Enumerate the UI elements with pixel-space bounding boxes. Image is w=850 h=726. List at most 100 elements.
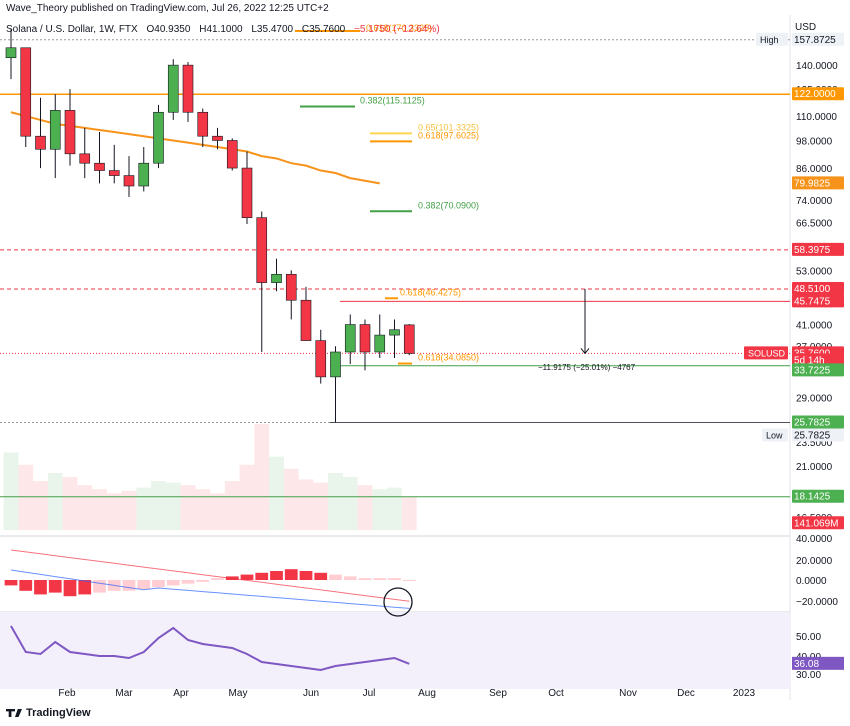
candle-body[interactable]	[241, 167, 253, 218]
price-tag	[792, 32, 844, 46]
price-axis-label: 23.5000	[796, 438, 833, 449]
macd-histogram-bar	[4, 580, 18, 586]
time-axis-label: Feb	[58, 688, 76, 699]
time-axis-label: Mar	[115, 688, 133, 699]
rsi-axis-label: 30.00	[796, 670, 821, 681]
volume-bar	[106, 493, 122, 530]
macd-line	[10, 569, 410, 609]
volume-bar	[239, 464, 255, 530]
macd-axis-label: 20.0000	[796, 556, 833, 567]
volume-bar	[357, 485, 373, 530]
time-axis-label: 2023	[733, 688, 756, 699]
candle-body[interactable]	[389, 329, 400, 336]
volume-bar	[62, 476, 78, 530]
price-tag	[792, 363, 844, 377]
price-tag-label-bg	[756, 32, 788, 46]
candle-body[interactable]	[197, 111, 209, 137]
volume-bar	[195, 489, 211, 530]
rsi-line	[10, 625, 410, 672]
tradingview-footer[interactable]: TradingView	[6, 707, 91, 719]
macd-histogram-bar	[284, 569, 298, 580]
volume-bar	[387, 487, 402, 530]
price-tag-value: 33.7225	[794, 365, 831, 376]
volume-bar	[47, 472, 63, 530]
time-axis-label: Sep	[489, 688, 507, 699]
candle-body[interactable]	[374, 334, 386, 353]
candle-body[interactable]	[315, 340, 327, 378]
price-tag	[792, 176, 844, 190]
volume-bar	[224, 481, 240, 530]
macd-histogram-bar	[343, 576, 357, 580]
candle-body[interactable]	[359, 324, 371, 353]
price-tag	[792, 242, 844, 256]
macd-histogram-bar	[19, 580, 33, 591]
measure-label: −11.9175 (−25.01%) −4767	[538, 363, 636, 372]
price-tag-value: 122.0000	[794, 89, 836, 100]
rsi-value-tag	[792, 656, 844, 670]
candle-body[interactable]	[330, 351, 341, 378]
candle-body[interactable]	[403, 324, 415, 354]
volume-bar	[328, 472, 343, 530]
macd-signal-line	[10, 549, 410, 602]
price-axis-label: 21.0000	[796, 462, 833, 473]
candle-body[interactable]	[344, 324, 356, 353]
candle-body[interactable]	[79, 153, 91, 164]
price-tag-value: 157.8725	[794, 35, 836, 46]
candle-body[interactable]	[64, 110, 76, 155]
candle-body[interactable]	[138, 162, 150, 187]
price-tag-value: 141.069M	[794, 518, 838, 529]
macd-histogram-bar	[211, 578, 224, 580]
time-axis-label: Apr	[173, 688, 189, 699]
price-axis-label: 41.0000	[796, 321, 833, 332]
macd-histogram-bar	[255, 572, 269, 580]
macd-histogram-bar	[137, 580, 151, 589]
measure-arrow-head	[580, 348, 590, 355]
macd-axis-label: 0.0000	[796, 576, 827, 587]
volume-bar	[298, 479, 314, 530]
candle-body[interactable]	[49, 110, 61, 150]
candle-body[interactable]	[20, 47, 32, 137]
candle-body[interactable]	[256, 217, 268, 283]
macd-histogram-bar	[48, 580, 62, 593]
macd-histogram-bar	[373, 578, 387, 580]
macd-histogram-bar	[152, 580, 165, 588]
price-tag	[792, 516, 844, 530]
tradingview-logo-icon	[6, 708, 22, 718]
candle-body[interactable]	[212, 135, 223, 141]
volume-bar	[342, 476, 358, 530]
macd-histogram-bar	[299, 571, 313, 580]
symbol-title[interactable]: Solana / U.S. Dollar, 1W, FTX	[6, 24, 138, 35]
macd-histogram-bar	[78, 580, 92, 595]
candle-body[interactable]	[271, 274, 282, 283]
candle-body[interactable]	[300, 299, 312, 341]
price-axis-label: 110.0000	[796, 112, 837, 123]
macd-histogram-bar	[402, 580, 416, 581]
time-axis-label: Dec	[677, 688, 695, 699]
macd-histogram-bar	[240, 574, 254, 580]
time-axis-label: May	[229, 688, 248, 699]
candle-body[interactable]	[35, 135, 46, 150]
candle-body[interactable]	[167, 64, 179, 113]
candle-body[interactable]	[153, 111, 164, 164]
candle-body[interactable]	[108, 170, 120, 176]
macd-histogram-bar	[314, 572, 328, 580]
volume-bar	[33, 481, 48, 530]
price-tag-label: SOLUSD	[748, 348, 786, 358]
volume-bar	[136, 487, 152, 530]
price-axis-label: 29.0000	[796, 394, 833, 405]
price-tag	[792, 282, 844, 296]
volume-bar	[180, 485, 196, 530]
candle-body[interactable]	[5, 47, 17, 59]
fib-label: 0.65(101.3325)	[418, 122, 479, 132]
candle-body[interactable]	[182, 64, 194, 113]
price-tag	[792, 415, 844, 429]
macd-histogram-bar	[34, 580, 47, 595]
candle-body[interactable]	[226, 140, 238, 169]
candle-body[interactable]	[123, 175, 135, 187]
candle-body[interactable]	[285, 274, 297, 301]
candle-body[interactable]	[94, 162, 105, 171]
price-axis-label: 86.0000	[796, 164, 833, 175]
price-tag-value: 58.3975	[794, 245, 831, 256]
